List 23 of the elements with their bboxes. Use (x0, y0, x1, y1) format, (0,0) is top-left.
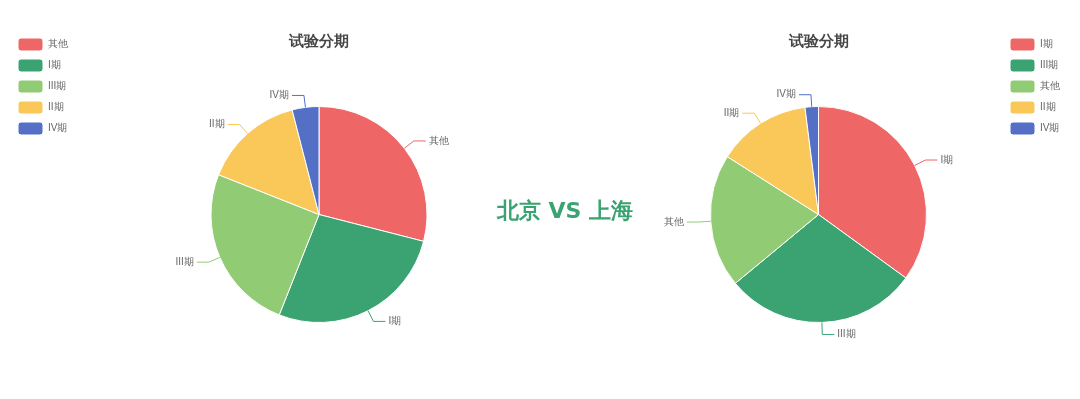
slice-label: IV期 (269, 89, 289, 101)
slice-label: II期 (209, 118, 225, 130)
text: 北京 VS 上海 (495, 197, 635, 225)
legend-label: I期 (48, 59, 61, 71)
slice-label: I期 (940, 153, 954, 165)
legend-label: I期 (1040, 38, 1053, 50)
slice-label: 其他 (663, 215, 684, 227)
chart-title: 试验分期 (288, 31, 349, 50)
slice-label: I期 (388, 315, 402, 327)
legend-label: III期 (48, 80, 67, 92)
slice-label: III期 (175, 255, 194, 267)
slice-label: IV期 (776, 88, 796, 100)
chart-title: 试验分期 (787, 31, 849, 50)
legend-label: II期 (1040, 101, 1056, 113)
slice-label: II期 (723, 106, 740, 118)
legend-label: IV期 (48, 122, 68, 134)
legend-label: III期 (1040, 59, 1059, 71)
legend-label: IV期 (1040, 122, 1060, 134)
legend-label: II期 (48, 101, 64, 113)
slice-label: 其他 (428, 134, 449, 146)
legend-label: 其他 (48, 38, 68, 50)
slice-label: III期 (837, 328, 856, 340)
legend-label: 其他 (1040, 80, 1060, 92)
